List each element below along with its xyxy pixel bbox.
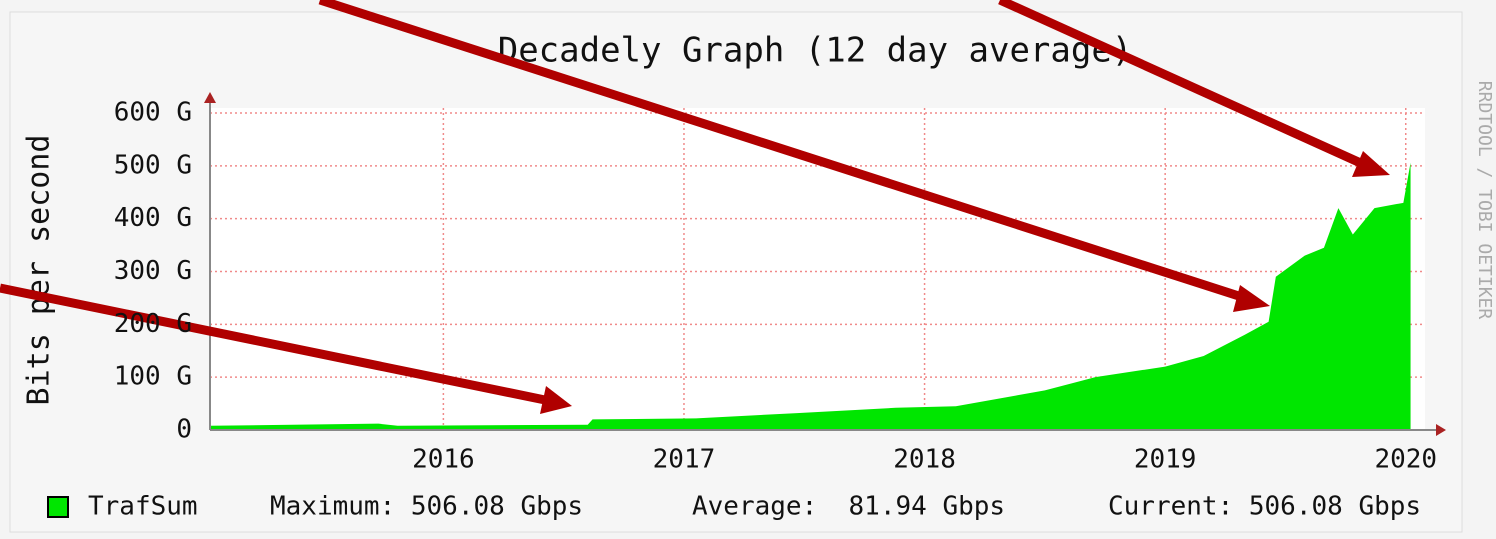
legend-stat: Average: 81.94 Gbps: [692, 492, 1005, 522]
chart-title: Decadely Graph (12 day average): [498, 31, 1133, 71]
area: [210, 162, 1411, 430]
y-axis-label: Bits per second: [22, 135, 57, 406]
arrow-line: [0, 283, 546, 405]
legend-label: TrafSum: [88, 492, 198, 522]
arrow-head: [1352, 151, 1390, 177]
legend-stat: Current: 506.08 Gbps: [1108, 492, 1421, 522]
y-tick-label: 100 G: [114, 362, 192, 392]
legend-swatch: [47, 496, 69, 518]
y-tick-label: 500 G: [114, 150, 192, 180]
annotation-arrows: [0, 0, 1390, 414]
arrow-head: [1233, 285, 1270, 312]
arrow-line: [318, 0, 1247, 303]
arrow-head: [540, 386, 572, 414]
side-text: RRDTOOL / TOBI OETIKER: [1474, 81, 1495, 320]
x-tick-label: 2020: [1374, 445, 1437, 475]
x-arrow: [1436, 424, 1446, 436]
y-tick-label: 200 G: [114, 309, 192, 339]
x-tick-label: 2018: [893, 445, 956, 475]
y-tick-label: 400 G: [114, 203, 192, 233]
x-tick-label: 2016: [412, 445, 475, 475]
legend: TrafSum Maximum: 506.08 Gbps Average: 81.9…: [47, 492, 1421, 522]
axes: [204, 92, 1446, 436]
y-arrow: [204, 92, 216, 103]
legend-stat: Maximum: 506.08 Gbps: [270, 492, 583, 522]
y-tick-label: 0: [176, 415, 192, 445]
x-tick-label: 2017: [653, 445, 716, 475]
x-tick-label: 2019: [1134, 445, 1197, 475]
y-tick-label: 300 G: [114, 256, 192, 286]
y-tick-label: 600 G: [114, 98, 192, 128]
arrow-line: [998, 0, 1367, 170]
